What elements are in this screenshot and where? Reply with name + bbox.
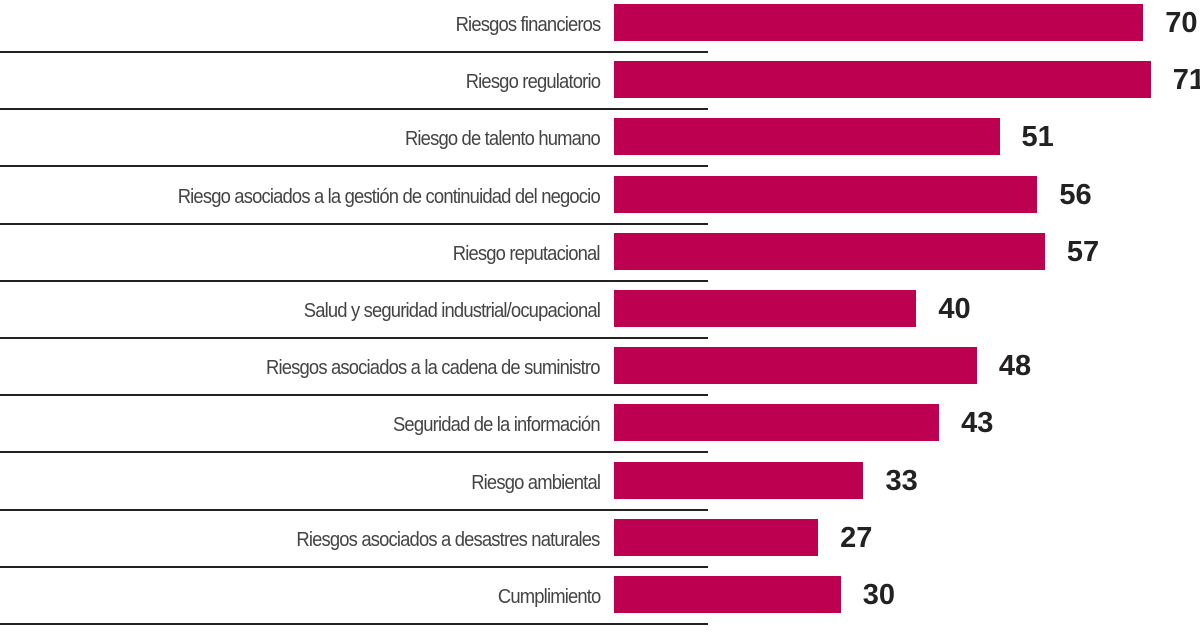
value-label: 33	[885, 464, 918, 497]
bar-row: Riesgo ambiental 33	[0, 461, 1200, 519]
row-separator	[0, 394, 708, 397]
bar-row: Riesgo asociados a la gestión de continu…	[0, 175, 1200, 233]
row-separator	[0, 108, 708, 111]
row-separator	[0, 337, 708, 339]
row-separator	[0, 279, 708, 282]
row-separator	[0, 165, 708, 168]
row-separator	[0, 565, 708, 568]
bar-row: Riesgos asociados a desastres naturales 2…	[0, 518, 1200, 576]
risk-bar-chart: Riesgos financieros 70 Riesgo regulatorio 7…	[0, 4, 1200, 625]
category-label: Riesgo regulatorio	[465, 71, 601, 94]
bar	[614, 404, 940, 442]
category-label: Riesgos asociados a la cadena de suminis…	[266, 357, 600, 380]
bar	[614, 4, 1144, 41]
category-label: Riesgo asociados a la gestión de continu…	[177, 185, 601, 208]
row-separator	[0, 623, 708, 625]
bar-row: Riesgos asociados a la cadena de suminis…	[0, 347, 1200, 404]
value-label: 57	[1066, 235, 1100, 268]
category-label: Cumplimiento	[497, 586, 600, 608]
bar	[614, 290, 917, 327]
bar-row: Riesgo reputacional 57	[0, 232, 1200, 290]
value-label: 70	[1165, 7, 1198, 39]
value-label: 71	[1172, 64, 1200, 97]
bar	[614, 518, 819, 556]
bar-row: Riesgo regulatorio 71	[0, 61, 1200, 118]
category-label: Salud y seguridad industrial/ocupacional	[303, 300, 601, 322]
bar-row: Riesgos financieros 70	[0, 4, 1200, 61]
category-label: Riesgos asociados a desastres naturales	[296, 528, 601, 551]
value-label: 56	[1059, 178, 1092, 211]
category-label: Riesgo de talento humano	[405, 128, 601, 151]
bar-row: Riesgo de talento humano 51	[0, 118, 1200, 175]
bar	[614, 175, 1038, 213]
bar	[614, 118, 1000, 156]
bar	[614, 61, 1151, 99]
bar	[614, 232, 1045, 270]
category-label: Seguridad de la información	[393, 414, 601, 437]
bar-row: Salud y seguridad industrial/ocupacional…	[0, 290, 1200, 347]
bar	[614, 576, 841, 613]
row-separator	[0, 508, 708, 511]
category-label: Riesgo ambiental	[471, 471, 601, 494]
value-label: 30	[862, 579, 896, 611]
row-separator	[0, 222, 708, 225]
bar-row: Cumplimiento 30	[0, 576, 1200, 633]
category-label: Riesgos financieros	[455, 14, 601, 36]
category-label: Riesgo reputacional	[453, 242, 601, 265]
row-separator	[0, 51, 708, 53]
value-label: 40	[938, 293, 971, 325]
row-separator	[0, 451, 708, 454]
bar-row: Seguridad de la información 43	[0, 404, 1200, 461]
bar	[614, 347, 977, 385]
value-label: 27	[840, 521, 873, 554]
value-label: 51	[1021, 121, 1054, 154]
bar	[614, 461, 864, 499]
value-label: 43	[961, 407, 994, 440]
value-label: 48	[998, 350, 1032, 383]
